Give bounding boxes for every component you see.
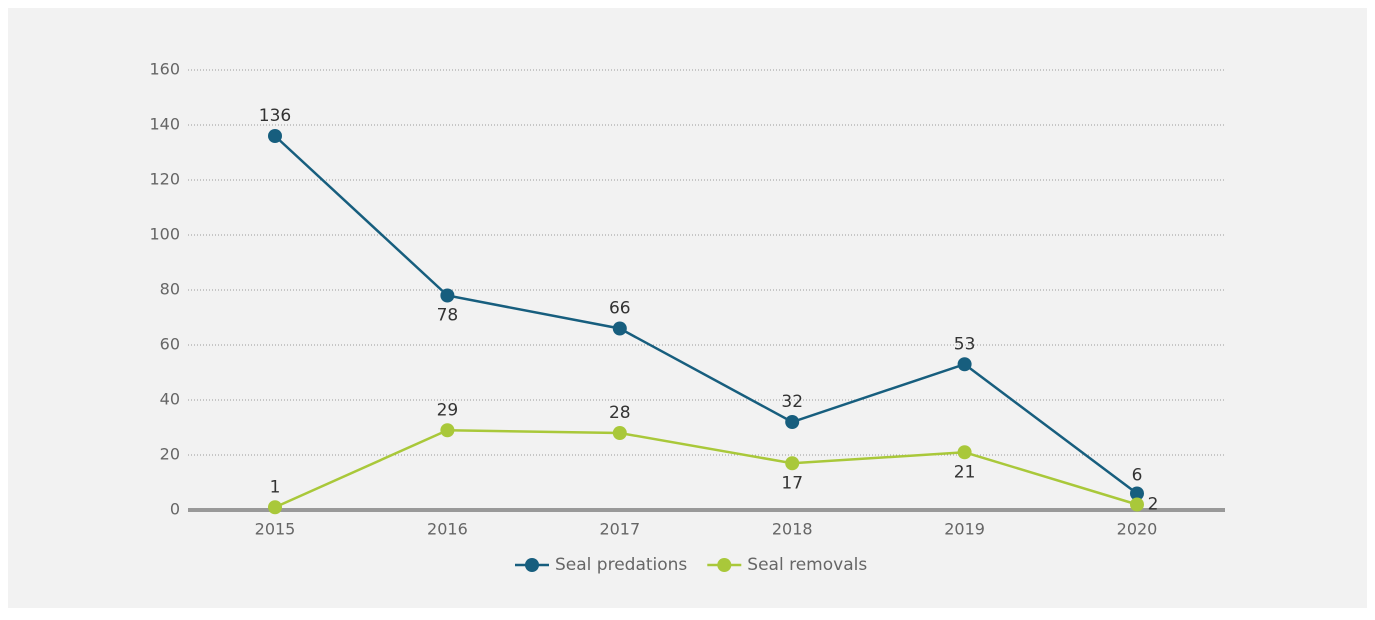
data-point	[957, 445, 972, 460]
panel	[8, 8, 1367, 608]
data-point	[785, 456, 800, 471]
data-label: 21	[954, 462, 976, 482]
data-label: 29	[437, 400, 459, 420]
y-tick-label: 20	[160, 445, 180, 464]
x-tick-label: 2016	[427, 520, 468, 539]
data-point	[785, 415, 800, 429]
legend-label: Seal removals	[747, 555, 867, 575]
data-point	[440, 423, 455, 438]
data-label: 2	[1148, 495, 1159, 515]
x-tick-label: 2020	[1117, 520, 1158, 539]
data-point	[440, 288, 455, 303]
x-tick-label: 2019	[944, 520, 985, 539]
y-tick-label: 160	[149, 60, 180, 79]
data-label: 32	[781, 392, 803, 412]
series-line	[274, 135, 1138, 495]
data-point	[268, 129, 282, 143]
data-label: 66	[609, 299, 631, 319]
data-label: 53	[954, 334, 976, 354]
data-point	[268, 500, 282, 515]
y-tick-label: 140	[149, 115, 180, 134]
legend-marker	[525, 558, 539, 572]
data-label: 6	[1132, 466, 1143, 486]
y-tick-label: 60	[160, 335, 180, 354]
x-tick-label: 2015	[255, 520, 296, 539]
y-tick-label: 120	[149, 170, 180, 189]
y-tick-label: 100	[149, 225, 180, 244]
x-tick-label: 2017	[599, 520, 640, 539]
data-label: 1	[270, 477, 281, 497]
y-tick-label: 40	[160, 390, 180, 409]
y-tick-label: 0	[170, 500, 180, 519]
data-point	[1130, 486, 1144, 501]
data-point	[612, 426, 627, 440]
legend-marker	[717, 558, 732, 572]
data-point	[1130, 497, 1144, 512]
data-label: 78	[437, 306, 459, 326]
data-label: 136	[259, 106, 291, 126]
data-point	[612, 321, 627, 336]
data-label: 28	[609, 403, 631, 423]
y-tick-label: 80	[160, 280, 180, 299]
legend-label: Seal predations	[555, 555, 687, 575]
x-tick-label: 2018	[772, 520, 813, 539]
data-point	[957, 357, 972, 372]
data-label: 17	[781, 473, 803, 493]
series-line	[274, 428, 1138, 509]
